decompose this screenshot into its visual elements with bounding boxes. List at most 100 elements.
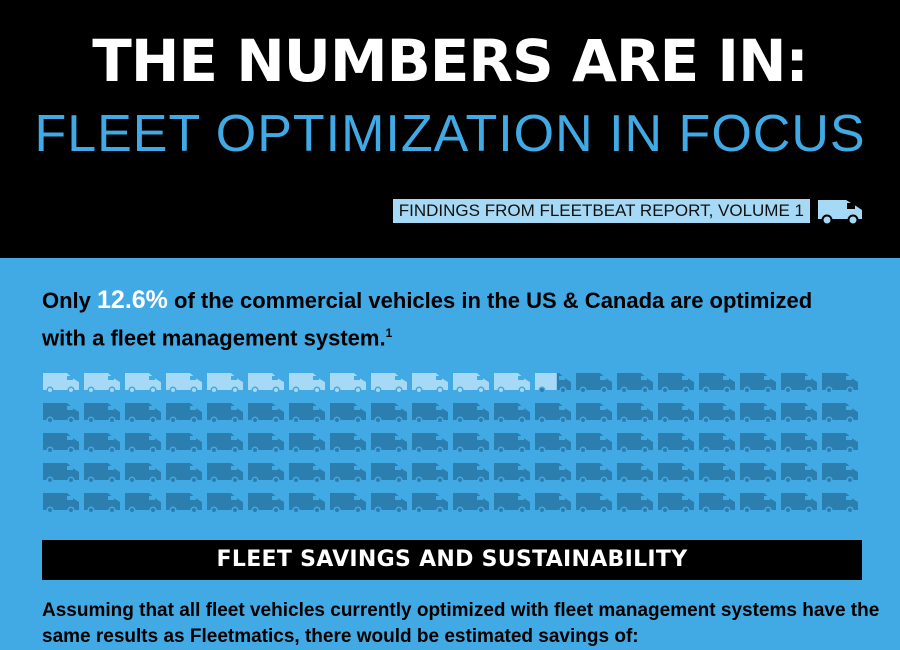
optimized-van-icon [453,373,489,394]
optimized-van-icon [43,373,79,394]
van-icon [658,463,694,484]
van-icon [125,493,161,514]
stat-percent: 12.6% [97,286,168,314]
van-icon [740,433,776,454]
optimized-van-icon [330,373,366,394]
van-icon [699,433,735,454]
van-icon [699,373,735,394]
van-icon [248,433,284,454]
van-icon [494,493,530,514]
header: THE NUMBERS ARE IN: FLEET OPTIMIZATION I… [0,0,900,258]
van-icon [248,403,284,424]
van-icon [412,403,448,424]
van-icon [84,463,120,484]
vehicle-grid [42,370,872,514]
optimized-van-icon [166,373,202,394]
van-icon [453,433,489,454]
van-icon [84,433,120,454]
van-icon [43,403,79,424]
van-icon [740,493,776,514]
page-title: THE NUMBERS ARE IN: [92,27,808,95]
van-icon [822,463,858,484]
main-content: Only 12.6% of the commercial vehicles in… [0,258,900,650]
van-icon [289,493,325,514]
van-icon [781,403,817,424]
van-icon [371,403,407,424]
page-subtitle: FLEET OPTIMIZATION IN FOCUS [34,105,866,163]
van-icon [43,433,79,454]
optimized-van-icon [412,373,448,394]
van-icon [207,403,243,424]
van-icon [658,433,694,454]
van-icon [166,433,202,454]
optimized-van-icon [494,373,530,394]
stat-text: of the commercial vehicles in the US & C… [42,288,813,351]
van-icon [84,403,120,424]
van-icon [781,463,817,484]
optimized-van-icon [207,373,243,394]
van-icon [535,463,571,484]
stat-prefix: Only [42,288,98,313]
optimized-van-icon [289,373,325,394]
van-icon [125,403,161,424]
section-banner: FLEET SAVINGS AND SUSTAINABILITY [42,540,862,580]
van-icon [822,433,858,454]
van-icon [781,373,817,394]
van-icon [617,463,653,484]
van-icon [84,493,120,514]
van-icon [576,433,612,454]
van-icon [740,463,776,484]
van-icon [617,433,653,454]
van-icon [43,463,79,484]
van-icon [494,463,530,484]
van-icon [412,463,448,484]
van-icon [330,433,366,454]
van-icon [617,373,653,394]
van-icon [207,463,243,484]
van-icon [617,493,653,514]
van-icon [207,433,243,454]
van-icon [453,463,489,484]
van-icon [125,433,161,454]
footnote-marker: 1 [385,326,393,340]
van-icon [658,403,694,424]
van-icon [781,433,817,454]
van-icon [576,403,612,424]
van-icon [576,493,612,514]
van-icon [658,493,694,514]
van-icon [535,433,571,454]
van-icon [330,493,366,514]
van-icon [289,433,325,454]
van-icon [699,403,735,424]
van-icon [494,433,530,454]
van-icon [43,493,79,514]
optimized-van-icon [371,373,407,394]
van-icon [453,493,489,514]
van-icon [371,463,407,484]
van-icon [207,493,243,514]
section-text: Assuming that all fleet vehicles current… [42,600,880,647]
optimized-van-icon [535,373,571,394]
van-icon [371,493,407,514]
optimized-van-icon [248,373,284,394]
van-icon [658,373,694,394]
van-icon [822,403,858,424]
van-icon [289,403,325,424]
van-icon [330,403,366,424]
van-icon [289,463,325,484]
van-icon [535,493,571,514]
source-label: FINDINGS FROM FLEETBEAT REPORT, VOLUME 1 [392,199,810,223]
source-row: FINDINGS FROM FLEETBEAT REPORT, VOLUME 1 [392,196,864,226]
van-icon [740,373,776,394]
van-icon [412,433,448,454]
van-icon [166,493,202,514]
van-icon [617,403,653,424]
van-icon [576,463,612,484]
van-icon [699,493,735,514]
van-icon [818,200,862,226]
van-icon [781,493,817,514]
optimized-van-icon [84,373,120,394]
van-icon [166,403,202,424]
stat-statement: Only 12.6% of the commercial vehicles in… [42,284,862,354]
van-icon [822,493,858,514]
